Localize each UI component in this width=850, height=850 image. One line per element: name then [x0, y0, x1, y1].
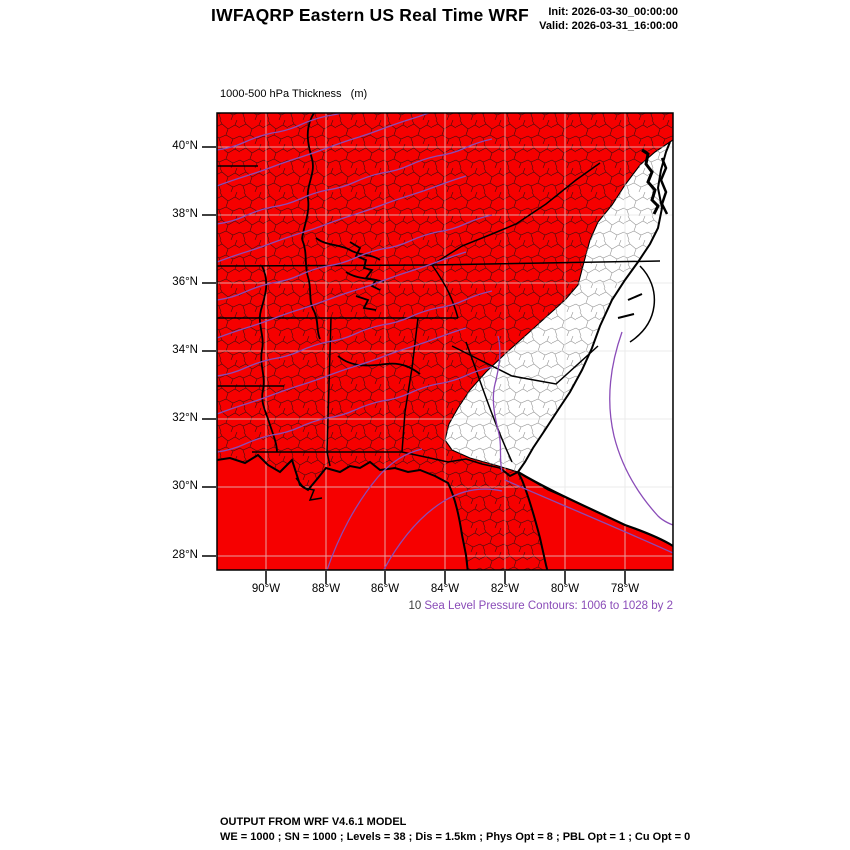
- lat-label-34n: 34°N: [172, 344, 198, 356]
- slp-contours: [217, 113, 673, 570]
- axis-ticks: [202, 146, 626, 584]
- contour-caption: 10 Sea Level Pressure Contours: 1006 to 1…: [409, 600, 673, 612]
- lon-label-82w: 82°W: [490, 583, 520, 595]
- atlantic-coastline: [517, 141, 671, 473]
- lon-label-90w: 90°W: [251, 583, 281, 595]
- front-boundary: [517, 471, 673, 547]
- lat-label-36n: 36°N: [172, 276, 198, 288]
- lat-label-32n: 32°N: [172, 412, 198, 424]
- model-footer: OUTPUT FROM WRF V4.6.1 MODEL WE = 1000 ;…: [220, 815, 690, 845]
- page-title: IWFAQRP Eastern US Real Time WRF: [211, 5, 529, 25]
- lon-label-86w: 86°W: [370, 583, 400, 595]
- lat-label-38n: 38°N: [172, 208, 198, 220]
- valid-time: Valid: 2026-03-31_16:00:00: [539, 20, 678, 32]
- lon-label-80w: 80°W: [550, 583, 580, 595]
- footer-model-line: OUTPUT FROM WRF V4.6.1 MODEL: [220, 816, 407, 828]
- lat-label-40n: 40°N: [172, 140, 198, 152]
- lon-label-84w: 84°W: [430, 583, 460, 595]
- map-frame: [216, 112, 674, 571]
- graticule: [217, 113, 673, 570]
- footer-config-line: WE = 1000 ; SN = 1000 ; Levels = 38 ; Di…: [220, 831, 691, 843]
- lat-label-30n: 30°N: [172, 480, 198, 492]
- county-texture-white: [445, 140, 673, 472]
- state-borders: [217, 113, 661, 469]
- lat-label-28n: 28°N: [172, 549, 198, 561]
- lon-label-88w: 88°W: [311, 583, 341, 595]
- contour-caption-prefix: 10: [408, 600, 422, 612]
- contour-caption-text: Sea Level Pressure Contours: 1006 to 102…: [424, 600, 673, 612]
- chesapeake-bay: [617, 148, 669, 343]
- run-time-block: Init: 2026-03-30_00:00:00 Valid: 2026-03…: [539, 5, 678, 33]
- lon-label-78w: 78°W: [610, 583, 640, 595]
- legend-line-thickness-1: 1000-500 hPa Thickness (m): [220, 88, 368, 100]
- init-time: Init: 2026-03-30_00:00:00: [548, 6, 678, 18]
- gulf-coastline: [217, 453, 549, 570]
